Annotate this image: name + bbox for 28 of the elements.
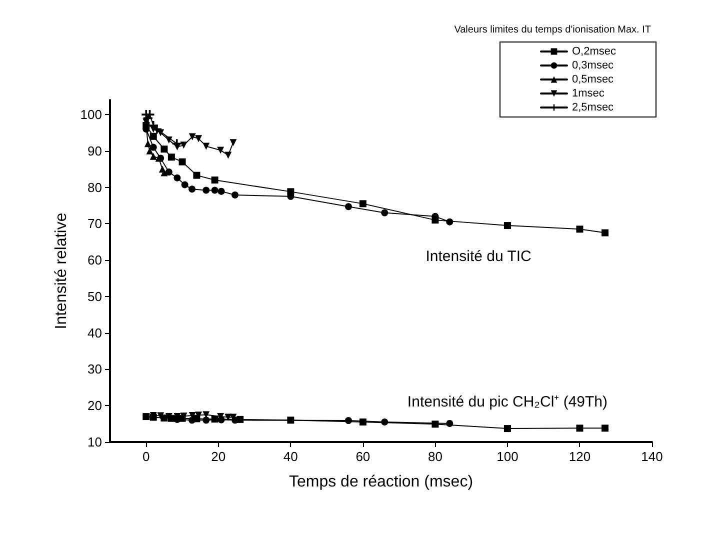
legend-label: O,2msec — [572, 46, 616, 58]
y-tick-label: 50 — [88, 288, 102, 304]
legend-label: 0,3msec — [572, 60, 614, 72]
legend-label: 0,5msec — [572, 74, 614, 86]
y-tick-label: 70 — [88, 216, 102, 232]
x-tick-label: 0 — [142, 449, 150, 464]
y-axis-title: Intensité relative — [52, 212, 70, 330]
x-tick-label: 40 — [283, 449, 298, 464]
y-tick-label: 90 — [88, 143, 102, 158]
y-tick-label: 40 — [88, 325, 102, 340]
x-tick-label: 60 — [356, 449, 370, 464]
x-axis-title: Temps de réaction (msec) — [288, 474, 474, 490]
x-tick-label: 80 — [428, 449, 442, 464]
x-tick-label: 100 — [496, 449, 518, 464]
y-tick-label: 10 — [88, 434, 102, 450]
x-tick-label: 20 — [211, 449, 226, 464]
y-tick-label: 80 — [88, 180, 102, 195]
legend-label: 1msec — [572, 88, 605, 100]
x-tick-label: 120 — [568, 449, 591, 464]
legend-title: Valeurs limites du temps d'ionisation Max. IT — [454, 24, 652, 36]
y-tick-label: 60 — [88, 252, 102, 268]
y-tick-label: 100 — [80, 107, 102, 122]
y-tick-label: 30 — [88, 362, 102, 377]
y-tick-label: 20 — [88, 398, 102, 414]
x-tick-label: 140 — [641, 449, 663, 464]
annotation: Intensité du pic CH₂Cl⁺ (49Th) — [407, 393, 608, 410]
annotation: Intensité du TIC — [426, 248, 532, 265]
legend-label: 2,5msec — [572, 102, 614, 114]
